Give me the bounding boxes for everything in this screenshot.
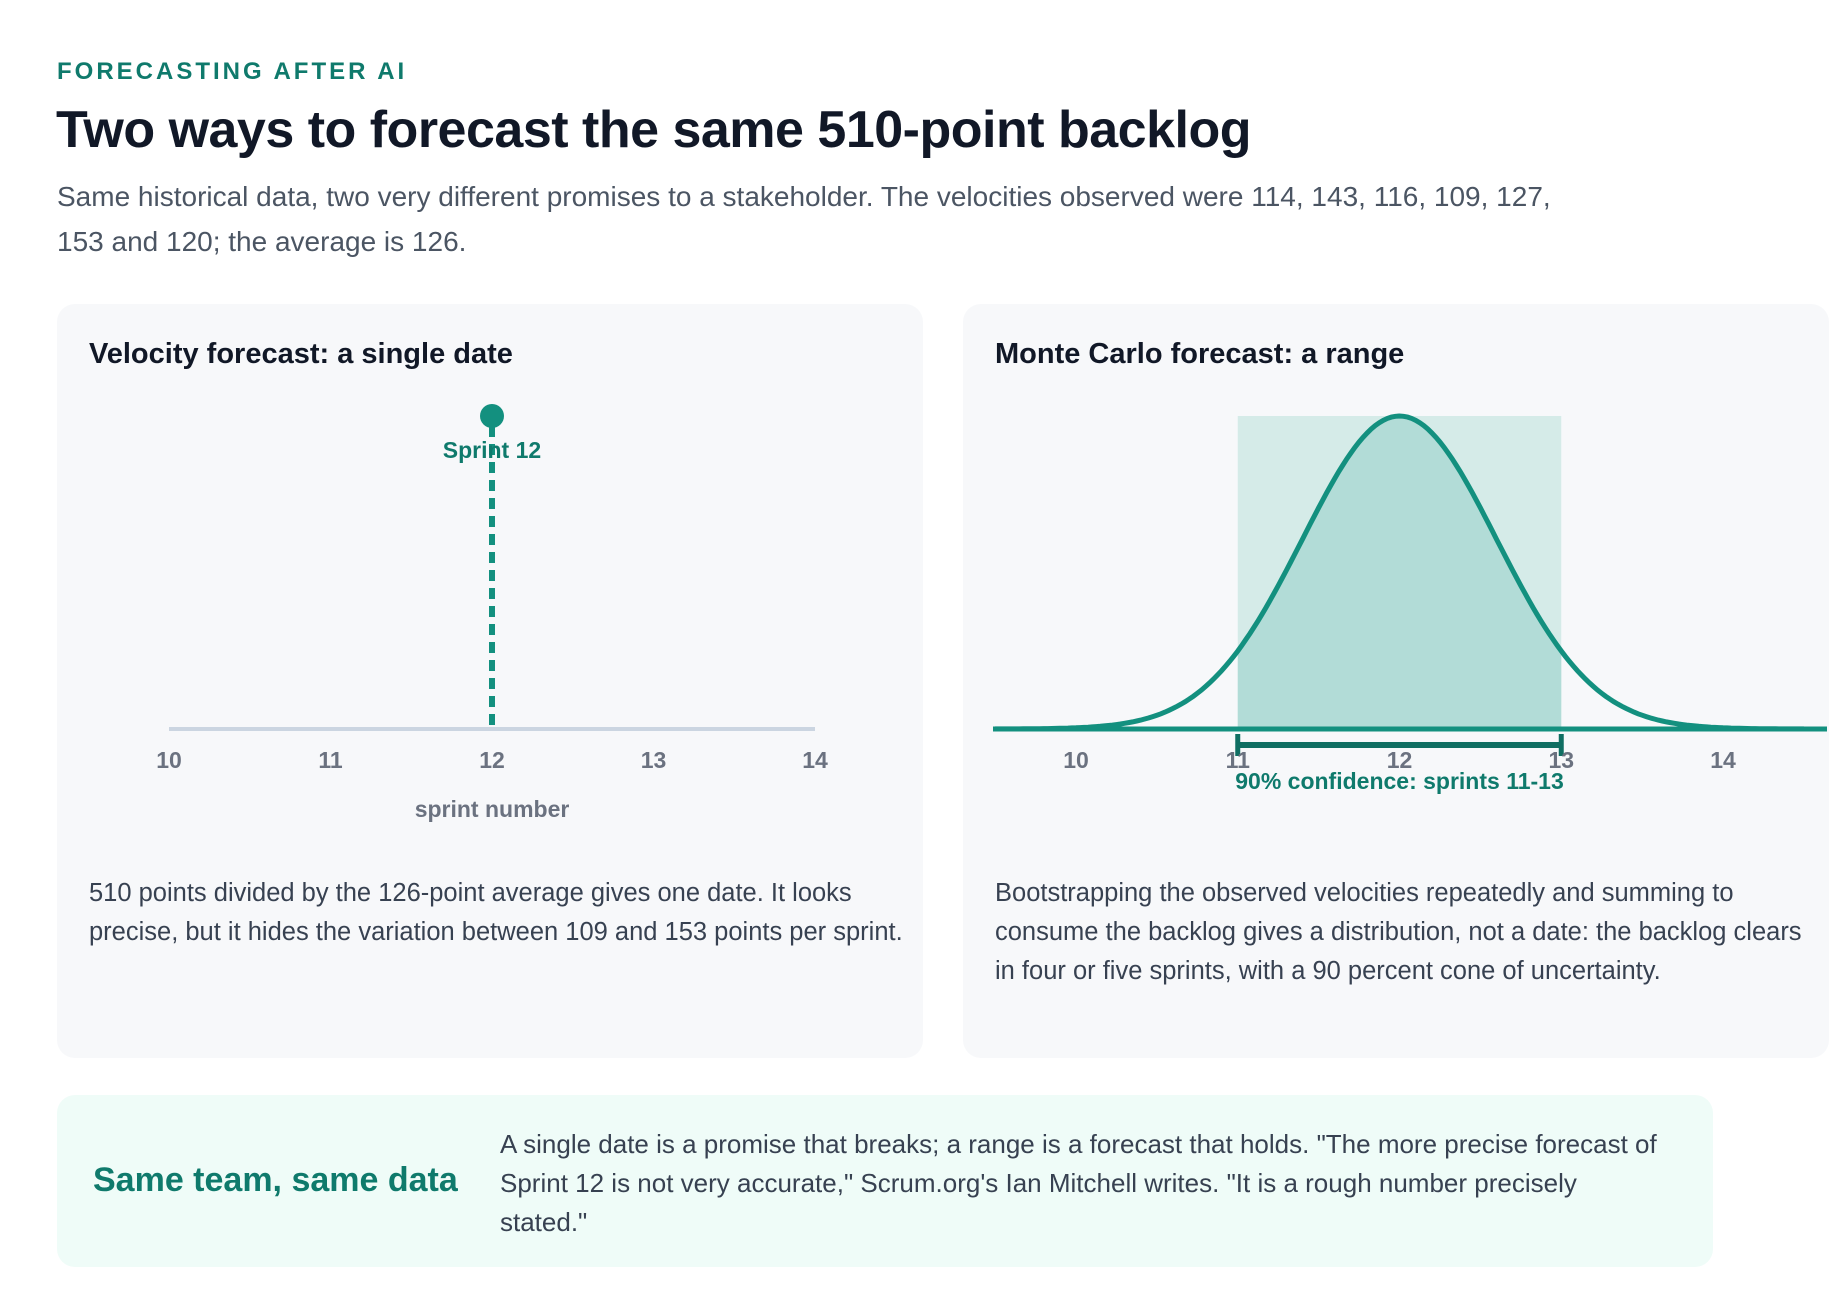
x-tick-label: 14 — [1710, 747, 1736, 773]
page-title: Two ways to forecast the same 510-point … — [56, 101, 1251, 159]
monte-carlo-chart-title: Monte Carlo forecast: a range — [995, 338, 1405, 370]
page-subtitle: Same historical data, two very different… — [57, 181, 1551, 257]
monte-carlo-description: Bootstrapping the observed velocities re… — [995, 879, 1802, 985]
monte-carlo-chart: 10 11 12 13 14 90% confidence: sprints 11-13 — [993, 413, 1827, 794]
forecast-point-label: Sprint 12 — [443, 437, 541, 463]
kicker: FORECASTING AFTER AI — [57, 58, 408, 85]
forecast-point — [480, 404, 504, 428]
x-tick-label: 11 — [318, 747, 343, 773]
velocity-chart: 10 11 12 13 14 sprint number Sprint 12 — [156, 404, 828, 822]
confidence-interval-label: 90% confidence: sprints 11-13 — [1235, 768, 1564, 794]
x-tick-label: 10 — [156, 747, 182, 773]
x-axis-ticks: 10 11 12 13 14 — [1063, 747, 1736, 773]
confidence-interval-bar — [1235, 734, 1564, 756]
x-tick-label: 10 — [1063, 747, 1089, 773]
x-tick-label: 12 — [1387, 747, 1413, 773]
callout-text: A single date is a promise that breaks; … — [500, 1129, 1657, 1237]
velocity-chart-title: Velocity forecast: a single date — [89, 338, 513, 370]
x-axis-label: sprint number — [415, 796, 570, 822]
monte-carlo-panel: Monte Carlo forecast: a range 10 11 12 13 14… — [963, 304, 1829, 1058]
distribution-area — [1237, 416, 1562, 729]
x-tick-label: 13 — [1548, 747, 1574, 773]
velocity-forecast-panel: Velocity forecast: a single date 10 11 12 1… — [57, 304, 923, 1058]
x-tick-label: 11 — [1226, 747, 1251, 773]
x-tick-label: 12 — [479, 747, 505, 773]
x-tick-label: 14 — [802, 747, 828, 773]
velocity-description: 510 points divided by the 126-point aver… — [89, 879, 903, 946]
x-axis-ticks: 10 11 12 13 14 — [156, 747, 828, 773]
summary-callout: Same team, same data A single date is a … — [57, 1095, 1713, 1267]
distribution-curve — [995, 413, 1804, 732]
x-tick-label: 13 — [641, 747, 667, 773]
callout-heading: Same team, same data — [93, 1161, 458, 1199]
